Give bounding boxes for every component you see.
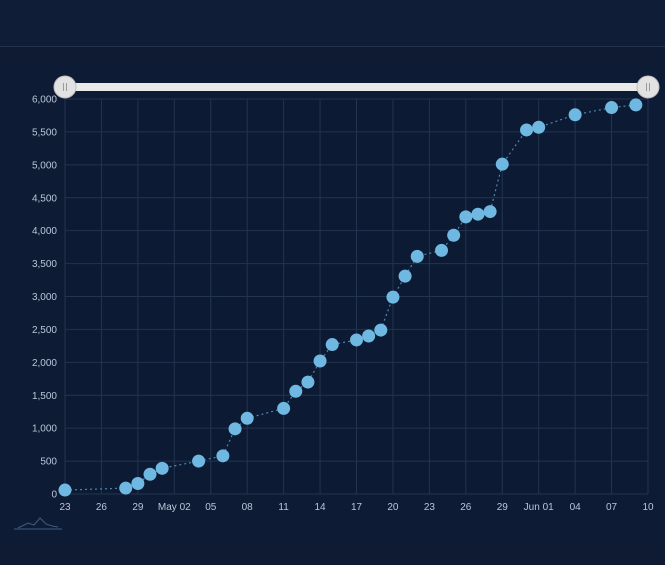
y-tick-label: 5,000	[32, 160, 57, 171]
data-point[interactable]	[386, 290, 400, 304]
data-point[interactable]	[459, 210, 473, 224]
x-tick-label: May 02	[158, 502, 191, 513]
data-point[interactable]	[119, 481, 133, 495]
x-tick-label: 10	[642, 502, 654, 513]
x-tick-label: 17	[351, 502, 363, 513]
data-point[interactable]	[629, 98, 643, 112]
data-point[interactable]	[447, 228, 461, 242]
range-slider-track[interactable]	[65, 83, 648, 91]
x-tick-label: 04	[570, 502, 582, 513]
data-point[interactable]	[301, 375, 315, 389]
data-point[interactable]	[398, 269, 412, 283]
data-point[interactable]	[495, 157, 509, 171]
data-point[interactable]	[471, 207, 485, 221]
mini-chart-thumbnail	[14, 517, 62, 530]
scatter-chart: 0 500 1,000 1,500 2,000 2,500 3,000 3,500 4,000 4…	[0, 62, 665, 544]
x-tick-label: 26	[460, 502, 472, 513]
data-point[interactable]	[58, 483, 72, 497]
y-tick-label: 4,500	[32, 193, 57, 204]
range-handle-end[interactable]	[636, 75, 660, 99]
x-tick-label: 23	[424, 502, 436, 513]
data-point[interactable]	[277, 401, 291, 415]
y-axis-ticks: 0 500 1,000 1,500 2,000 2,500 3,000 3,500 4,000 4…	[32, 95, 57, 501]
data-point[interactable]	[192, 454, 206, 468]
x-tick-label: 05	[205, 502, 217, 513]
data-point[interactable]	[362, 329, 376, 343]
range-slider[interactable]	[53, 75, 660, 99]
x-tick-label: 20	[387, 502, 399, 513]
data-point[interactable]	[289, 384, 303, 398]
data-point[interactable]	[240, 411, 254, 425]
data-point[interactable]	[325, 338, 339, 352]
y-tick-label: 3,500	[32, 259, 57, 270]
data-point[interactable]	[520, 123, 534, 137]
range-handle-start[interactable]	[53, 75, 77, 99]
data-point[interactable]	[313, 354, 327, 368]
data-point[interactable]	[532, 120, 546, 134]
y-tick-label: 1,500	[32, 391, 57, 402]
x-tick-label: 23	[59, 502, 71, 513]
x-tick-label: 11	[278, 502, 289, 513]
x-tick-label: Jun 01	[524, 502, 554, 513]
x-tick-label: 14	[315, 502, 327, 513]
data-point[interactable]	[374, 323, 388, 337]
data-point[interactable]	[568, 108, 582, 122]
y-tick-label: 500	[40, 457, 57, 468]
data-point[interactable]	[605, 101, 619, 115]
data-point[interactable]	[216, 449, 230, 463]
data-point[interactable]	[410, 249, 424, 263]
y-tick-label: 4,000	[32, 226, 57, 237]
data-point[interactable]	[435, 243, 449, 257]
y-tick-label: 0	[51, 490, 57, 501]
y-tick-label: 5,500	[32, 127, 57, 138]
data-point[interactable]	[155, 461, 169, 475]
grid-lines	[64, 98, 649, 495]
x-tick-label: 26	[96, 502, 108, 513]
y-tick-label: 6,000	[32, 95, 57, 106]
x-tick-label: 08	[242, 502, 254, 513]
y-tick-label: 1,000	[32, 424, 57, 435]
series-points	[58, 98, 643, 497]
y-tick-label: 2,000	[32, 358, 57, 369]
y-tick-label: 3,000	[32, 292, 57, 303]
data-point[interactable]	[131, 476, 145, 490]
chart-container: 0 500 1,000 1,500 2,000 2,500 3,000 3,500 4,000 4…	[0, 47, 665, 560]
x-tick-label: 07	[606, 502, 618, 513]
data-point[interactable]	[228, 422, 242, 436]
x-axis-ticks: 23 26 29 May 02 05 08 11 14 17 20 23 26 29 Jun 01 04 07…	[59, 502, 654, 513]
data-point[interactable]	[483, 205, 497, 219]
data-point[interactable]	[350, 333, 363, 347]
x-tick-label: 29	[497, 502, 509, 513]
y-tick-label: 2,500	[32, 325, 57, 336]
top-toolbar	[0, 0, 665, 47]
data-point[interactable]	[143, 467, 157, 481]
x-tick-label: 29	[132, 502, 144, 513]
